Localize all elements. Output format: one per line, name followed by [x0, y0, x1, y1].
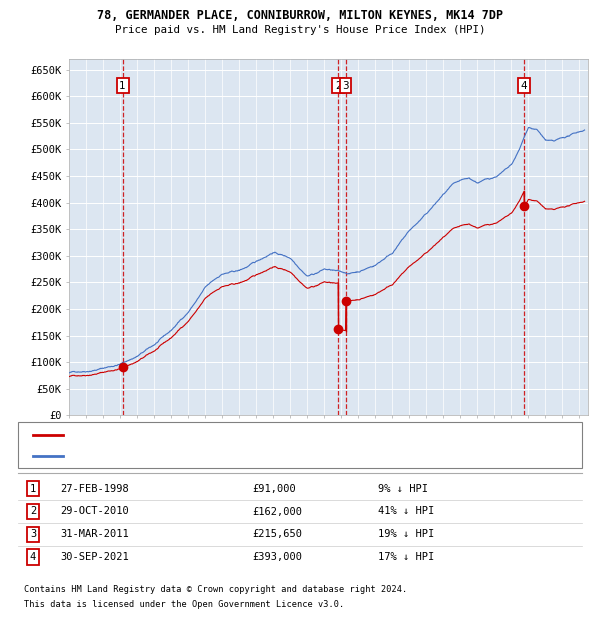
Text: 2: 2 [335, 81, 341, 91]
Text: 29-OCT-2010: 29-OCT-2010 [60, 507, 129, 516]
Text: Price paid vs. HM Land Registry's House Price Index (HPI): Price paid vs. HM Land Registry's House … [115, 25, 485, 35]
Text: 27-FEB-1998: 27-FEB-1998 [60, 484, 129, 494]
Text: £91,000: £91,000 [252, 484, 296, 494]
Text: This data is licensed under the Open Government Licence v3.0.: This data is licensed under the Open Gov… [24, 600, 344, 609]
Text: £393,000: £393,000 [252, 552, 302, 562]
Text: 4: 4 [30, 552, 36, 562]
Text: 31-MAR-2011: 31-MAR-2011 [60, 529, 129, 539]
Text: 9% ↓ HPI: 9% ↓ HPI [378, 484, 428, 494]
Text: HPI: Average price, detached house, Milton Keynes: HPI: Average price, detached house, Milt… [69, 452, 332, 461]
Text: 17% ↓ HPI: 17% ↓ HPI [378, 552, 434, 562]
Text: 1: 1 [30, 484, 36, 494]
Text: 4: 4 [521, 81, 527, 91]
Text: Contains HM Land Registry data © Crown copyright and database right 2024.: Contains HM Land Registry data © Crown c… [24, 585, 407, 594]
Text: 3: 3 [342, 81, 349, 91]
Text: 30-SEP-2021: 30-SEP-2021 [60, 552, 129, 562]
Text: £162,000: £162,000 [252, 507, 302, 516]
Text: 78, GERMANDER PLACE, CONNIBURROW, MILTON KEYNES, MK14 7DP (detached house): 78, GERMANDER PLACE, CONNIBURROW, MILTON… [69, 430, 467, 439]
Text: £215,650: £215,650 [252, 529, 302, 539]
Text: 78, GERMANDER PLACE, CONNIBURROW, MILTON KEYNES, MK14 7DP: 78, GERMANDER PLACE, CONNIBURROW, MILTON… [97, 9, 503, 22]
Text: 2: 2 [30, 507, 36, 516]
Text: 41% ↓ HPI: 41% ↓ HPI [378, 507, 434, 516]
Text: 3: 3 [30, 529, 36, 539]
Text: 1: 1 [119, 81, 126, 91]
Text: 19% ↓ HPI: 19% ↓ HPI [378, 529, 434, 539]
